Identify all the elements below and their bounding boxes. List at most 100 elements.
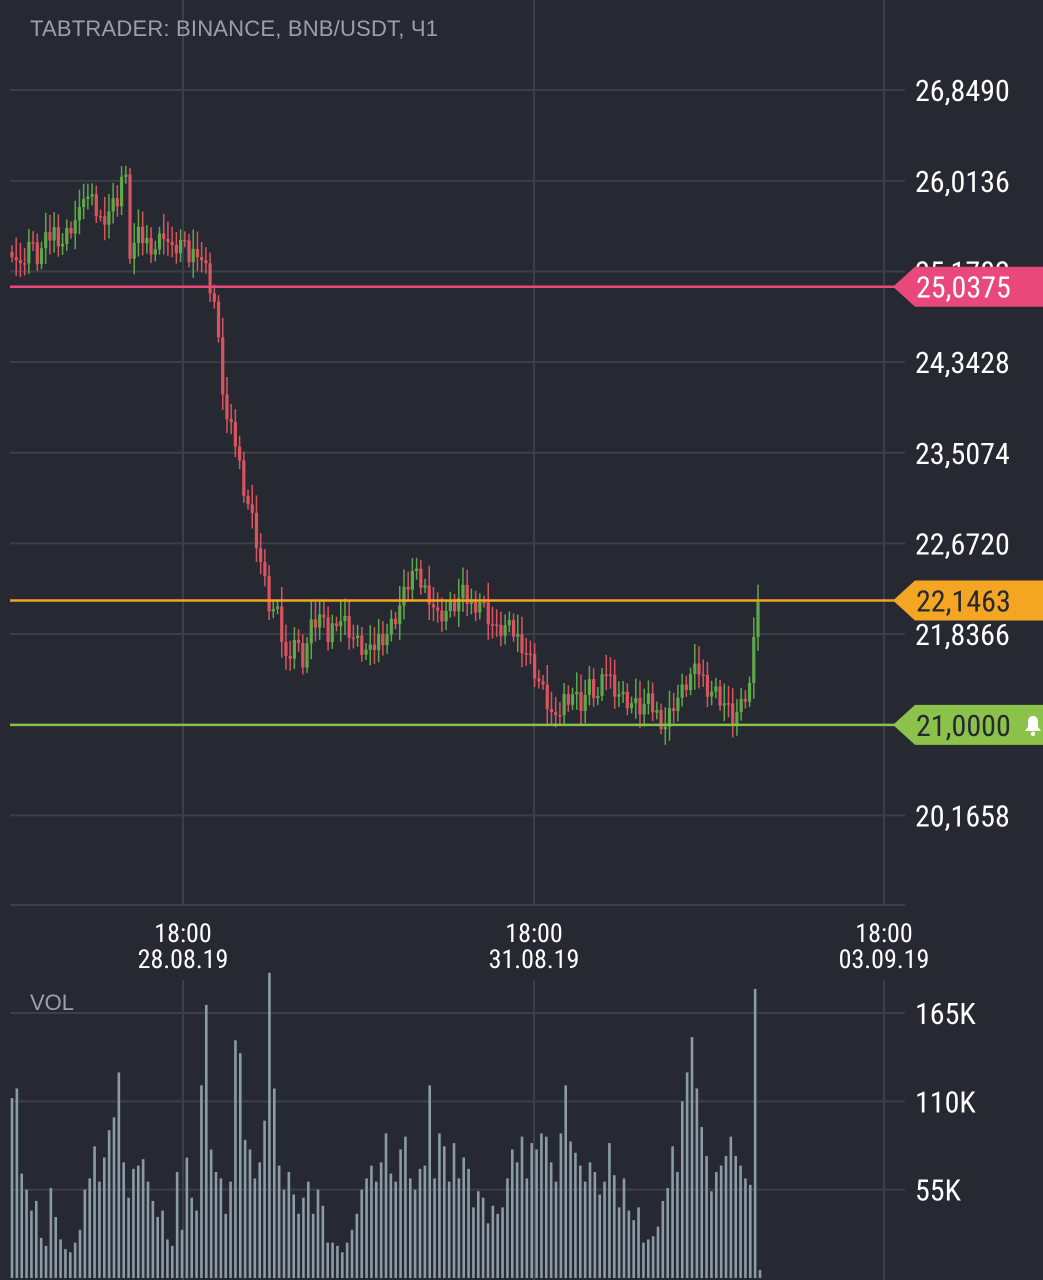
volume-bar xyxy=(234,1040,237,1278)
candle-body xyxy=(187,240,191,263)
volume-bar xyxy=(326,1242,330,1278)
candle-body xyxy=(507,620,511,626)
volume-bar xyxy=(506,1178,509,1278)
candle-body xyxy=(305,643,309,668)
volume-bar xyxy=(292,1194,296,1278)
volume-bar xyxy=(258,1162,262,1278)
candle-body xyxy=(427,585,431,605)
candle-body xyxy=(482,602,486,604)
time-tick-label: 18:00 xyxy=(154,919,211,949)
candle-body xyxy=(246,495,250,505)
candle-body xyxy=(330,623,334,642)
volume-bar xyxy=(83,1189,87,1278)
volume-bar xyxy=(350,1229,354,1278)
volume-bar xyxy=(719,1165,723,1278)
candle-body xyxy=(663,726,667,730)
volume-bar xyxy=(15,1088,19,1278)
volume-bar xyxy=(608,1143,611,1278)
candle-body xyxy=(334,623,339,627)
volume-bar xyxy=(73,1242,77,1278)
candle-body xyxy=(495,624,499,626)
volume-bar xyxy=(627,1210,631,1278)
volume-bar xyxy=(389,1173,393,1278)
volume-bar xyxy=(136,1165,140,1278)
price-tick-label: 21,8366 xyxy=(915,618,1010,653)
volume-bar xyxy=(219,1178,223,1278)
volume-bar xyxy=(695,1088,699,1278)
candle-body xyxy=(10,251,14,258)
volume-bar xyxy=(20,1173,24,1278)
candle-body xyxy=(672,708,676,711)
volume-bar xyxy=(190,1197,194,1278)
candle-body xyxy=(52,227,56,241)
volume-bar xyxy=(423,1165,427,1278)
candle-body xyxy=(280,606,284,642)
date-tick-label: 03.09.19 xyxy=(839,945,930,975)
candle-body xyxy=(714,686,718,692)
volume-bar xyxy=(462,1157,466,1278)
volume-bar xyxy=(554,1181,558,1278)
candle-body xyxy=(368,644,372,650)
volume-bar xyxy=(306,1181,310,1278)
candle-body xyxy=(23,263,27,265)
volume-bar xyxy=(25,1189,28,1278)
volume-bar xyxy=(34,1200,38,1278)
volume-bar xyxy=(700,1127,704,1278)
candle-body xyxy=(608,674,613,677)
volume-bar xyxy=(758,1269,762,1278)
candle-body xyxy=(381,634,385,646)
volume-bar xyxy=(690,1037,694,1278)
candle-body xyxy=(562,693,566,716)
volume-bar xyxy=(340,1252,344,1278)
candle-body xyxy=(377,634,381,651)
volume-bar xyxy=(510,1149,514,1278)
candle-body xyxy=(444,610,448,622)
candle-body xyxy=(486,602,490,625)
candle-body xyxy=(583,695,587,711)
volume-bar xyxy=(365,1178,368,1278)
bell-clapper xyxy=(1030,731,1036,737)
candle-body xyxy=(250,504,254,513)
candle-body xyxy=(347,615,351,638)
price-tick-label: 20,1658 xyxy=(915,799,1010,834)
candle-body xyxy=(436,607,440,611)
volume-bar xyxy=(535,1149,538,1278)
price-tick-label: 24,3428 xyxy=(915,346,1010,381)
volume-bar xyxy=(107,1130,111,1278)
volume-bar xyxy=(331,1242,334,1278)
volume-bar xyxy=(748,1184,752,1278)
volume-bar xyxy=(574,1152,577,1278)
candle-body xyxy=(77,207,82,221)
candle-body xyxy=(90,194,94,197)
volume-bars xyxy=(10,972,762,1278)
candle-body xyxy=(693,663,697,675)
candle-body xyxy=(31,241,35,244)
candle-body xyxy=(14,257,18,261)
candle-body xyxy=(604,674,608,676)
candles xyxy=(10,165,760,745)
bell-icon xyxy=(1025,715,1041,737)
volume-bar xyxy=(642,1242,645,1278)
candle-body xyxy=(516,634,520,637)
candle-body xyxy=(174,245,178,254)
candle-body xyxy=(533,653,537,679)
volume-bar xyxy=(88,1178,92,1278)
volume-tick-label: 110K xyxy=(915,1085,976,1120)
candle-body xyxy=(145,238,149,244)
candle-body xyxy=(726,703,731,705)
volume-bar xyxy=(93,1146,96,1278)
volume-bar xyxy=(530,1143,534,1278)
candle-body xyxy=(292,640,296,659)
candle-body xyxy=(389,618,393,635)
volume-bar xyxy=(44,1245,48,1278)
price-tick-label: 26,0136 xyxy=(915,165,1010,200)
volume-bar xyxy=(680,1101,684,1278)
candle-body xyxy=(440,610,444,622)
volume-bar xyxy=(583,1181,587,1278)
volume-bar xyxy=(302,1197,305,1278)
volume-bar xyxy=(180,1229,184,1278)
candle-body xyxy=(465,584,469,604)
candle-body xyxy=(613,674,617,697)
volume-bar xyxy=(374,1181,378,1278)
